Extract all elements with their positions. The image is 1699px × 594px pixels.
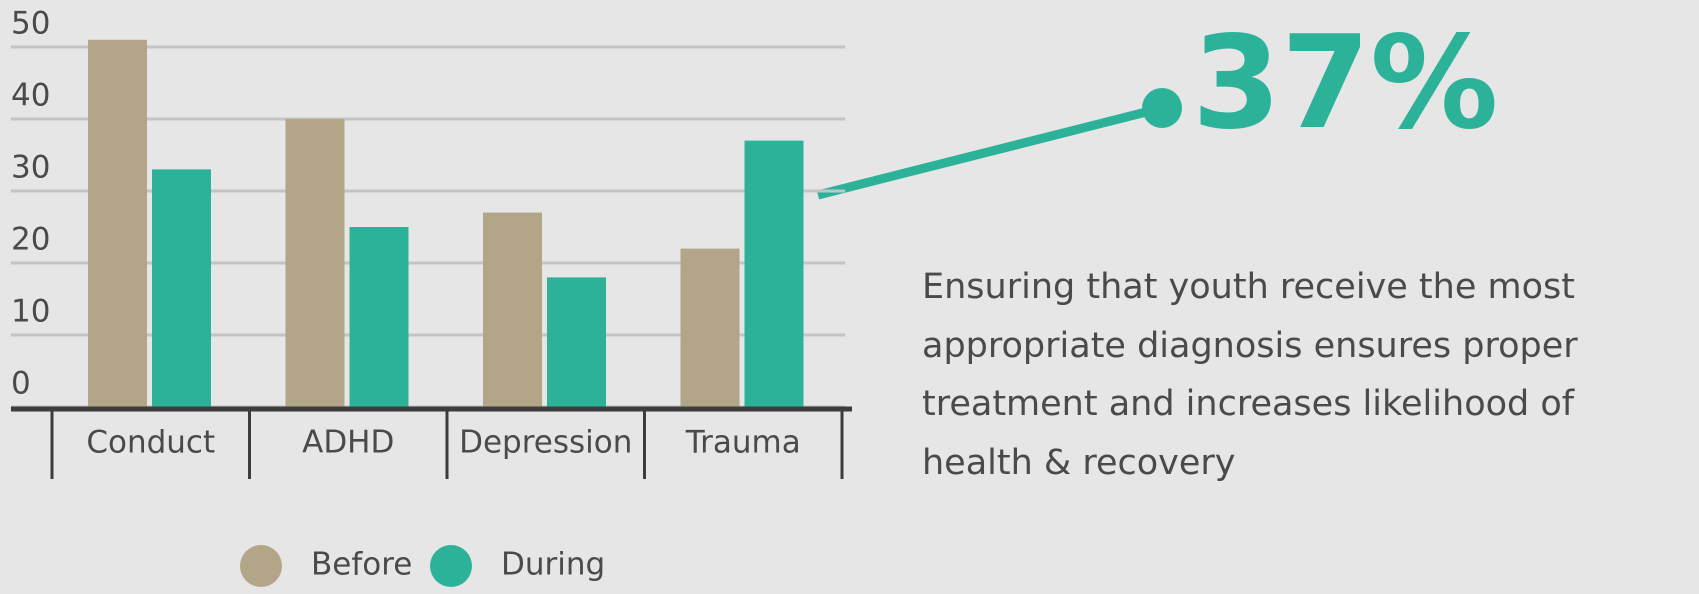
y-tick-label: 30 (11, 150, 50, 186)
bar (744, 140, 804, 407)
x-tick-label: ADHD (302, 425, 394, 461)
y-tick-label: 40 (11, 78, 50, 114)
description: Ensuring that youth receive the most app… (922, 267, 1578, 483)
legend-swatch (240, 545, 282, 587)
y-tick-label: 0 (11, 366, 31, 402)
bar (88, 39, 147, 408)
legend-label: Before (311, 547, 412, 583)
bar (285, 119, 345, 407)
annotation-dot (1142, 88, 1182, 128)
bar (152, 169, 211, 407)
bar (349, 227, 409, 407)
y-tick-label: 20 (11, 222, 50, 258)
annotation-line (816, 103, 1164, 200)
annotation: 37% (1192, 9, 1498, 158)
y-tick-label: 50 (11, 6, 50, 42)
bar (680, 248, 740, 407)
legend-label: During (501, 547, 605, 583)
x-tick-label: Trauma (685, 425, 801, 461)
bar (483, 212, 542, 407)
y-tick-label: 10 (11, 294, 50, 330)
x-tick-label: Conduct (86, 425, 215, 461)
legend-swatch (430, 545, 472, 587)
x-tick-label: Depression (459, 425, 632, 461)
bar (547, 277, 606, 407)
